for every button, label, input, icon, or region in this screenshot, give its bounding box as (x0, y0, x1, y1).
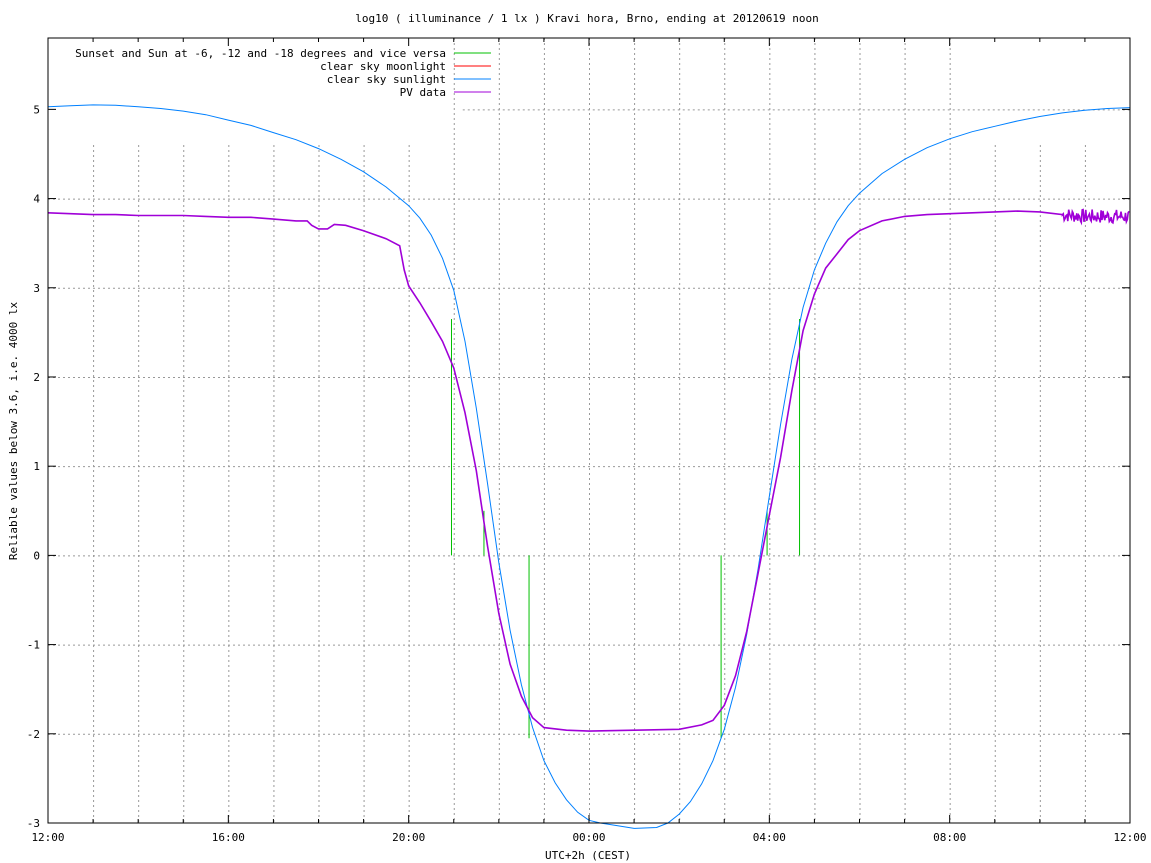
x-tick-label: 08:00 (933, 831, 966, 844)
x-tick-label: 12:00 (31, 831, 64, 844)
x-axis-label: UTC+2h (CEST) (545, 849, 631, 862)
y-tick-label: -3 (27, 817, 40, 830)
y-tick-label: 0 (33, 549, 40, 562)
y-tick-label: 2 (33, 371, 40, 384)
ticks: 12:00 16:00 20:00 00:00 04:00 08:00 12:00 5 4 3 2 1… (27, 38, 1147, 844)
x-tick-label: 16:00 (212, 831, 245, 844)
x-tick-label: 20:00 (392, 831, 425, 844)
y-tick-label: -1 (27, 639, 40, 652)
y-tick-label: 3 (33, 282, 40, 295)
legend-label: PV data (400, 86, 446, 99)
y-tick-label: -2 (27, 728, 40, 741)
x-tick-label: 12:00 (1113, 831, 1146, 844)
x-tick-label: 04:00 (753, 831, 786, 844)
y-tick-label: 4 (33, 193, 40, 206)
legend-label: clear sky sunlight (327, 73, 446, 86)
grid (48, 38, 1130, 823)
y-tick-label: 1 (33, 460, 40, 473)
x-tick-label: 00:00 (572, 831, 605, 844)
legend-label: clear sky moonlight (320, 60, 446, 73)
legend-label: Sunset and Sun at -6, -12 and -18 degree… (75, 47, 446, 60)
y-axis-label: Reliable values below 3.6, i.e. 4000 lx (7, 301, 20, 560)
chart-title: log10 ( illuminance / 1 lx ) Kravi hora,… (355, 12, 819, 25)
legend: Sunset and Sun at -6, -12 and -18 degree… (75, 47, 491, 99)
y-tick-label: 5 (33, 103, 40, 116)
pv-data-line (47, 208, 1130, 732)
